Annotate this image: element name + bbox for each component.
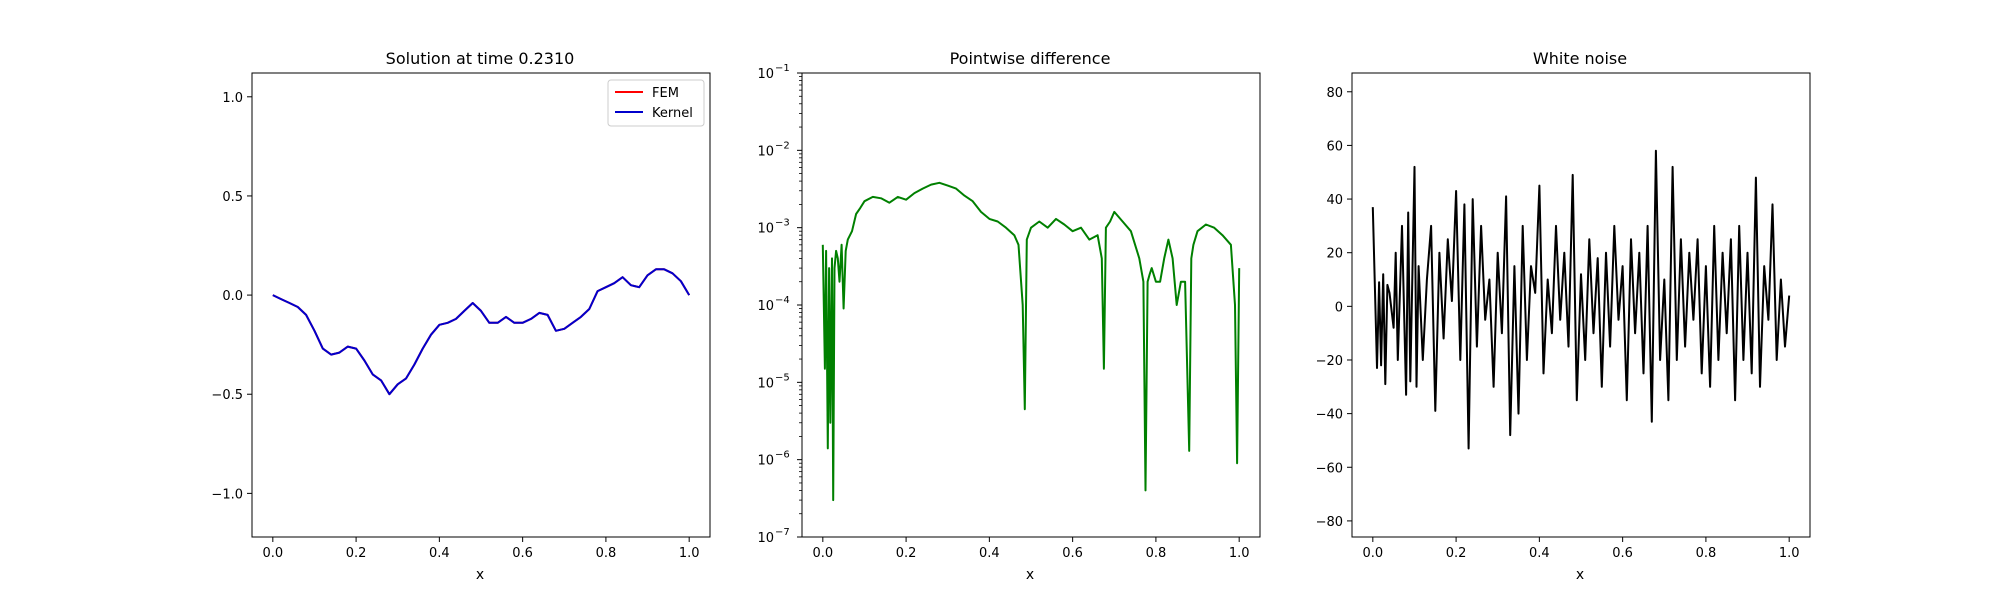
x-axis-label: x bbox=[1026, 567, 1034, 583]
y-tick-label: 10 bbox=[757, 376, 774, 391]
y-tick-label: −20 bbox=[1316, 354, 1343, 369]
x-tick-label: 0.0 bbox=[812, 546, 833, 561]
plot-area: 0.0 0.2 0.4 0.6 0.8 1.0 −1.0 −0.5 0.0 0.5 1.0 bbox=[211, 72, 711, 561]
y-tick-label: −40 bbox=[1316, 408, 1343, 423]
x-tick-label: 1.0 bbox=[1779, 546, 1800, 561]
x-tick-label: 0.6 bbox=[1062, 546, 1083, 561]
y-tick-label: 10 bbox=[757, 67, 774, 82]
y-tick-exponent: −2 bbox=[775, 140, 790, 151]
axes-frame bbox=[1351, 72, 1811, 538]
legend: FEM Kernel bbox=[607, 79, 705, 127]
y-tick-label: 10 bbox=[757, 531, 774, 546]
y-tick-exponent: −1 bbox=[775, 63, 790, 74]
y-tick-label: 10 bbox=[757, 454, 774, 469]
y-tick-label: 0.0 bbox=[222, 289, 243, 304]
x-tick-label: 0.8 bbox=[596, 546, 617, 561]
plot-area: 0.0 0.2 0.4 0.6 0.8 1.0 −80 −60 −40 −20 0 20 40 60 80 bbox=[1316, 72, 1811, 561]
series-line-0 bbox=[821, 181, 1241, 502]
chart-title: Pointwise difference bbox=[950, 49, 1111, 68]
x-tick-label: 1.0 bbox=[1229, 546, 1250, 561]
legend-label-kernel: Kernel bbox=[652, 106, 693, 121]
x-tick-label: 0.8 bbox=[1696, 546, 1717, 561]
x-tick-label: 0.6 bbox=[1612, 546, 1633, 561]
x-tick-label: 0.4 bbox=[979, 546, 1000, 561]
y-tick-label: 10 bbox=[757, 222, 774, 237]
y-tick-exponent: −7 bbox=[775, 527, 790, 538]
y-tick-label: −80 bbox=[1316, 515, 1343, 530]
x-tick-label: 0.8 bbox=[1146, 546, 1167, 561]
x-axis-label: x bbox=[1576, 567, 1584, 583]
y-tick-label: −1.0 bbox=[211, 487, 243, 502]
chart-title: Solution at time 0.2310 bbox=[386, 49, 575, 68]
y-tick-label: 80 bbox=[1326, 86, 1343, 101]
y-tick-exponent: −6 bbox=[775, 450, 790, 461]
chart-noise-panel: White noise 0.0 0.2 0.4 0.6 0.8 1.0 −80 −60 −40 −… bbox=[1316, 49, 1811, 583]
y-tick-label: −0.5 bbox=[211, 388, 243, 403]
y-tick-exponent: −5 bbox=[775, 372, 790, 383]
series-line-kernel bbox=[272, 268, 691, 396]
chart-title: White noise bbox=[1533, 49, 1627, 68]
x-tick-label: 0.2 bbox=[346, 546, 367, 561]
y-tick-label: 10 bbox=[757, 144, 774, 159]
x-tick-label: 0.6 bbox=[512, 546, 533, 561]
series-line-fem bbox=[272, 268, 691, 396]
chart-solution-panel: Solution at time 0.2310 0.0 0.2 0.4 0.6 0.8 1… bbox=[211, 49, 711, 583]
y-tick-exponent: −4 bbox=[775, 295, 790, 306]
y-tick-label: 1.0 bbox=[222, 91, 243, 106]
y-tick-label: 10 bbox=[757, 299, 774, 314]
y-tick-exponent: −3 bbox=[775, 218, 790, 229]
x-tick-label: 0.4 bbox=[429, 546, 450, 561]
y-tick-label: 0.5 bbox=[222, 190, 243, 205]
y-tick-label: −60 bbox=[1316, 461, 1343, 476]
series-line-0 bbox=[1371, 149, 1791, 450]
chart-difference-panel: Pointwise difference 0.0 0.2 0.4 0.6 0.8 1.0 1… bbox=[757, 49, 1261, 583]
x-tick-label: 1.0 bbox=[679, 546, 700, 561]
x-tick-label: 0.2 bbox=[1446, 546, 1467, 561]
y-tick-label: 0 bbox=[1335, 300, 1343, 315]
x-tick-label: 0.0 bbox=[262, 546, 283, 561]
y-tick-label: 40 bbox=[1326, 193, 1343, 208]
y-tick-label: 20 bbox=[1326, 247, 1343, 262]
x-axis-label: x bbox=[476, 567, 484, 583]
plot-area: 0.0 0.2 0.4 0.6 0.8 1.010−710−610−510−410−310… bbox=[757, 63, 1261, 561]
legend-label-fem: FEM bbox=[652, 86, 679, 101]
x-tick-label: 0.2 bbox=[896, 546, 917, 561]
x-tick-label: 0.0 bbox=[1362, 546, 1383, 561]
x-tick-label: 0.4 bbox=[1529, 546, 1550, 561]
y-tick-label: 60 bbox=[1326, 139, 1343, 154]
axes-frame bbox=[251, 72, 711, 538]
